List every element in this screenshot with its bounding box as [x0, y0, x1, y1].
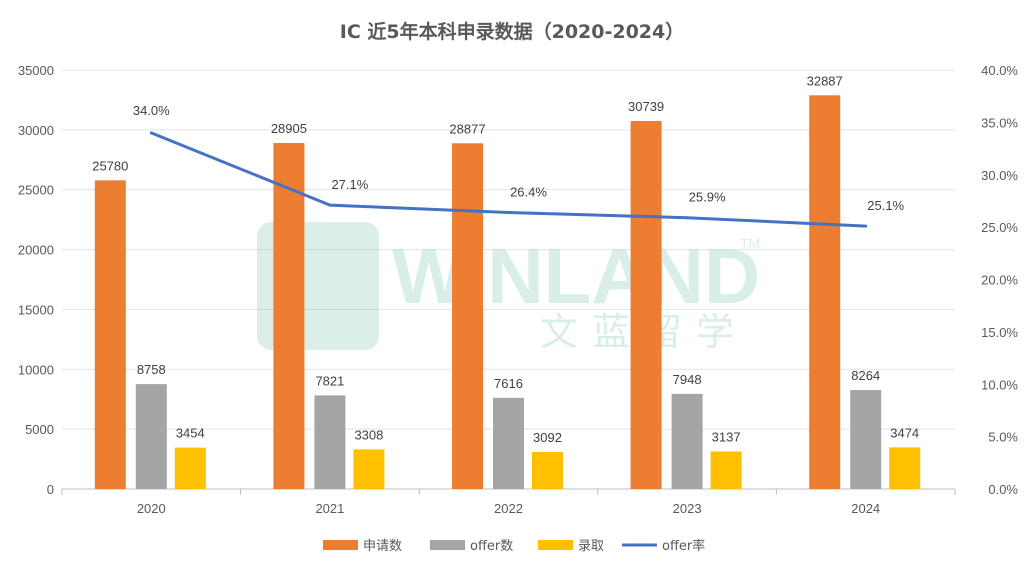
line-data-label: 27.1% — [331, 177, 368, 192]
legend-label: offer数 — [470, 539, 513, 554]
bar-offer数-2024 — [850, 390, 882, 489]
bar-data-label: 7821 — [315, 373, 344, 388]
bar-data-label: 28905 — [271, 121, 307, 136]
offer-rate-point — [864, 224, 868, 228]
bar-offer数-2020 — [135, 384, 167, 489]
bar-data-label: 3137 — [712, 429, 741, 444]
line-data-label: 25.1% — [867, 198, 904, 213]
right-tick-label: 40.0% — [981, 63, 1018, 78]
bar-data-label: 3454 — [176, 426, 205, 441]
gridlines — [61, 69, 956, 495]
bar-data-label: 32887 — [807, 73, 843, 88]
bar-录取-2023 — [710, 451, 742, 489]
legend-label: offer率 — [662, 538, 705, 554]
legend-label: 申请数 — [363, 539, 402, 554]
watermark-text: WINLAND — [392, 232, 760, 320]
left-tick-label: 20000 — [18, 243, 54, 258]
watermark-logo: WINLAND TM 文蓝留学 — [257, 222, 760, 354]
bar-申请数-2021 — [273, 142, 305, 489]
left-axis: 0 5000 10000 15000 20000 25000 30000 35000 — [18, 63, 54, 497]
bar-data-label: 3474 — [890, 425, 919, 440]
bar-申请数-2022 — [452, 143, 483, 489]
bar-offer数-2022 — [493, 397, 524, 489]
bar-录取-2022 — [532, 451, 563, 489]
right-tick-label: 0.0% — [988, 482, 1018, 497]
right-tick-label: 20.0% — [981, 273, 1018, 288]
offer-rate-point — [685, 216, 689, 220]
left-tick-label: 10000 — [18, 362, 54, 377]
line-data-label: 34.0% — [133, 103, 170, 118]
left-tick-label: 5000 — [25, 422, 54, 437]
right-tick-label: 10.0% — [981, 377, 1018, 392]
bar-录取-2021 — [353, 449, 385, 489]
bar-data-label: 7948 — [673, 372, 702, 387]
bar-offer数-2021 — [314, 395, 346, 489]
chart-title: IC 近5年本科申录数据（2020-2024） — [340, 20, 685, 43]
offer-rate-point — [328, 203, 332, 207]
offer-rate-point — [507, 210, 510, 214]
bar-data-label: 3092 — [533, 430, 562, 445]
x-tick-label: 2020 — [137, 501, 166, 516]
right-tick-label: 35.0% — [981, 115, 1018, 130]
bar-录取-2024 — [889, 447, 921, 489]
x-tick-label: 2024 — [851, 501, 880, 516]
x-axis: 2020 2021 2022 2023 2024 — [137, 501, 880, 516]
line-data-label: 25.9% — [689, 190, 726, 205]
bar-data-label: 7616 — [494, 376, 523, 391]
legend-label: 录取 — [578, 539, 604, 554]
x-tick-label: 2021 — [315, 501, 344, 516]
bar-申请数-2020 — [94, 180, 126, 489]
bars: 25780 28905 28877 30739 32887 8758 7821 7616 794… — [92, 73, 921, 490]
bar-offer数-2023 — [671, 393, 703, 489]
right-tick-label: 5.0% — [988, 430, 1018, 445]
bar-申请数-2024 — [809, 95, 841, 490]
left-tick-label: 35000 — [18, 63, 54, 78]
bar-data-label: 25780 — [92, 158, 128, 173]
offer-rate-line: 34.0% 27.1% 26.4% 25.9% 25.1% — [133, 103, 905, 228]
offer-rate-point — [149, 131, 153, 135]
right-axis: 0.0% 5.0% 10.0% 15.0% 20.0% 25.0% 30.0% 35.0% 40… — [981, 63, 1018, 497]
watermark-tm: TM — [740, 235, 760, 251]
left-tick-label: 0 — [47, 482, 54, 497]
legend-swatch-1 — [430, 540, 465, 550]
right-tick-label: 30.0% — [981, 168, 1018, 183]
legend-swatch-2 — [538, 540, 573, 550]
line-data-label: 26.4% — [510, 184, 547, 199]
left-tick-label: 30000 — [18, 123, 54, 138]
left-tick-label: 25000 — [18, 183, 54, 198]
bar-录取-2020 — [174, 447, 206, 489]
bar-data-label: 8264 — [851, 368, 880, 383]
x-tick-label: 2023 — [673, 501, 702, 516]
bar-data-label: 8758 — [137, 362, 166, 377]
bar-data-label: 3308 — [354, 427, 383, 442]
bar-data-label: 30739 — [628, 99, 664, 114]
left-tick-label: 15000 — [18, 302, 54, 317]
right-tick-label: 25.0% — [981, 220, 1018, 235]
x-tick-label: 2022 — [494, 501, 523, 516]
legend-swatch-0 — [323, 540, 358, 550]
bar-申请数-2023 — [630, 121, 662, 489]
right-tick-label: 15.0% — [981, 325, 1018, 340]
bar-data-label: 28877 — [449, 121, 485, 136]
legend: 申请数 offer数 录取 offer率 — [323, 538, 705, 554]
